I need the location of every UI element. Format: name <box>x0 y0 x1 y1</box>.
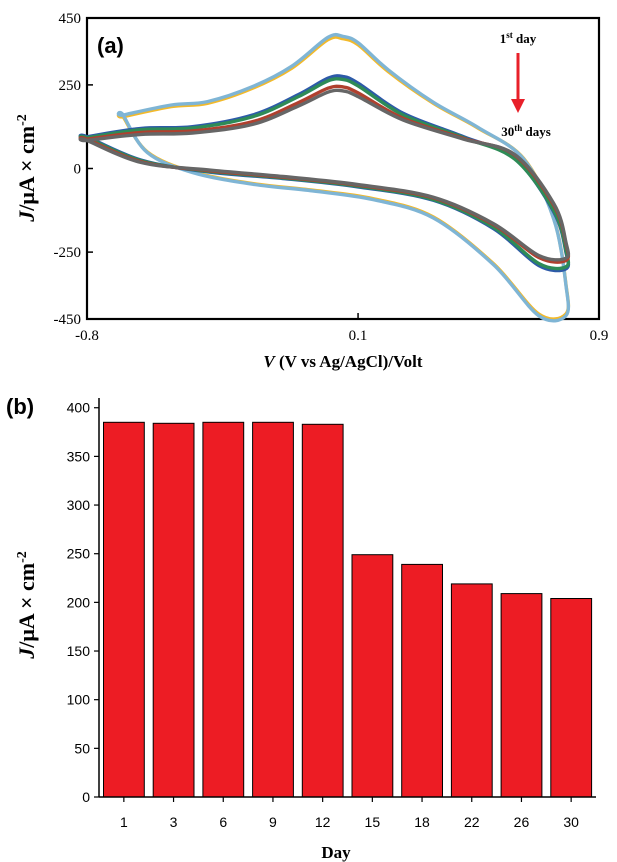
cv-curve-2 <box>116 32 571 323</box>
bar-y-tick-label: 250 <box>67 546 91 562</box>
bar-day-3 <box>152 422 195 798</box>
cv-curve-3 <box>78 74 571 273</box>
cv-y-tick-label: -250 <box>54 245 82 261</box>
cv-y-axis-label: J/μA × cm-2 <box>14 114 39 223</box>
cv-y-tick-label: -450 <box>54 312 82 328</box>
cv-x-axis-label: V (V vs Ag/AgCl)/Volt <box>263 352 423 371</box>
bar-y-ticks: 0 50 100 150 200 250 300 350 400 <box>67 400 99 805</box>
bar-x-ticks: 1 3 6 9 12 15 18 22 26 30 <box>120 797 579 830</box>
bar-x-tick-label: 6 <box>219 814 227 830</box>
cv-chart: 450 250 0 -250 -450 -0.8 0.1 0.9 (a) J/μA × cm… <box>14 11 608 371</box>
cv-y-tick-label: 250 <box>59 78 82 94</box>
cv-y-tick-label: 450 <box>59 11 82 27</box>
bar-x-tick-label: 30 <box>563 814 579 830</box>
cv-curves <box>78 32 571 323</box>
bar-day-9 <box>252 421 294 798</box>
cv-x-tick-label: 0.9 <box>590 328 609 344</box>
cv-x-tick-label: 0.1 <box>349 328 368 344</box>
cv-curve-5 <box>78 84 571 264</box>
bar-x-tick-label: 9 <box>269 814 277 830</box>
bar-x-axis-label: Day <box>321 843 351 862</box>
cv-y-ticks: 450 250 0 -250 -450 <box>54 11 93 328</box>
bar-day-18 <box>401 563 444 798</box>
bar-day-30 <box>550 598 593 798</box>
cv-panel-label: (a) <box>97 33 124 58</box>
bar-x-tick-label: 18 <box>414 814 430 830</box>
cv-x-ticks: -0.8 0.1 0.9 <box>75 313 608 344</box>
bar-y-tick-label: 150 <box>67 643 91 659</box>
bar-x-tick-label: 1 <box>120 814 128 830</box>
cv-x-tick-label: -0.8 <box>75 328 99 344</box>
bar-day-12 <box>301 423 344 798</box>
bar-chart: (b) 0 50 100 150 200 250 300 350 400 1 3 6 9 12 15 18 2… <box>6 394 596 862</box>
bar-y-tick-label: 400 <box>67 400 91 416</box>
bar-y-tick-label: 100 <box>67 692 91 708</box>
bar-y-tick-label: 350 <box>67 448 91 464</box>
annotation-thirtieth-day: 30th days <box>501 123 551 139</box>
bar-day-1 <box>103 421 145 798</box>
bar-y-tick-label: 50 <box>74 740 90 756</box>
bar-y-tick-label: 300 <box>67 497 91 513</box>
bar-day-26 <box>500 593 543 798</box>
bar-x-tick-label: 15 <box>365 814 381 830</box>
bar-day-15 <box>351 554 394 798</box>
bar-y-axis-label: J/μA × cm-2 <box>14 551 39 660</box>
annotation-first-day: 1st day <box>500 30 537 46</box>
bar-y-tick-label: 200 <box>67 594 91 610</box>
bar-series <box>103 421 593 798</box>
day-arrow-head <box>511 99 525 113</box>
bar-x-tick-label: 22 <box>464 814 480 830</box>
bar-y-tick-label: 0 <box>82 789 90 805</box>
bar-axes <box>98 398 596 798</box>
bar-panel-label: (b) <box>6 394 34 419</box>
cv-curve-6 <box>78 88 571 262</box>
cv-y-tick-label: 0 <box>74 162 82 178</box>
bar-day-22 <box>450 583 493 798</box>
bar-day-6 <box>202 421 245 798</box>
bar-x-tick-label: 26 <box>514 814 530 830</box>
bar-x-tick-label: 12 <box>315 814 331 830</box>
cv-plot-frame <box>85 16 601 321</box>
bar-x-tick-label: 3 <box>170 814 178 830</box>
